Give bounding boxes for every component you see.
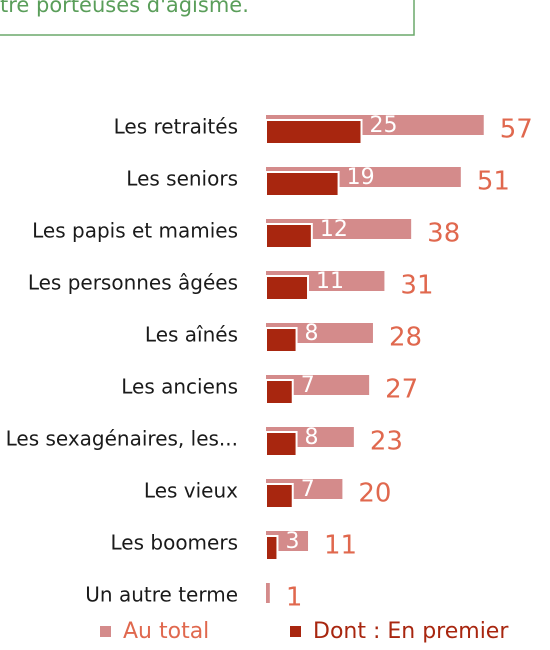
value-label-total: 20 [358,479,391,509]
bar-first [265,483,294,509]
category-label: Les anciens [121,375,238,399]
value-label-first: 7 [301,477,315,502]
bar-first [265,327,298,353]
value-label-first: 8 [305,425,319,450]
value-label-total: 57 [500,115,533,145]
value-label-total: 23 [370,427,403,457]
category-label: Les aînés [145,323,238,347]
bar-first [265,171,340,197]
category-label: Les boomers [111,531,238,555]
annotation-box [0,0,415,36]
category-label: Les personnes âgées [28,271,238,295]
bar-first [265,431,298,457]
value-label-total: 27 [385,375,418,405]
legend-swatch [100,626,111,637]
category-label: Les sexagénaires, les... [6,427,238,451]
value-label-first: 25 [370,113,398,138]
legend-label: Dont : En premier [313,619,509,644]
value-label-total: 11 [324,531,357,561]
category-label: Les retraités [114,115,238,139]
value-label-first: 7 [301,373,315,398]
legend-swatch [290,626,301,637]
value-label-total: 28 [389,323,422,353]
value-label-first: 3 [285,529,299,554]
category-label: Les seniors [126,167,238,191]
bar-first [265,223,313,249]
annotation: tre porteuses d'âgisme. [0,0,249,17]
category-label: Les vieux [144,479,238,503]
value-label-total: 31 [400,271,433,301]
bar-first [265,275,310,301]
legend-label: Au total [123,619,209,644]
bar-total [266,583,270,603]
bar-first [265,119,363,145]
value-label-total: 1 [286,583,303,613]
bar-first [265,535,279,561]
value-label-first: 11 [316,269,344,294]
value-label-first: 12 [320,217,348,242]
category-label: Un autre terme [85,583,238,607]
category-label: Les papis et mamies [32,219,238,243]
value-label-first: 8 [305,321,319,346]
bar-first [265,379,294,405]
value-label-total: 51 [477,167,510,197]
value-label-first: 19 [347,165,375,190]
value-label-total: 38 [427,219,460,249]
